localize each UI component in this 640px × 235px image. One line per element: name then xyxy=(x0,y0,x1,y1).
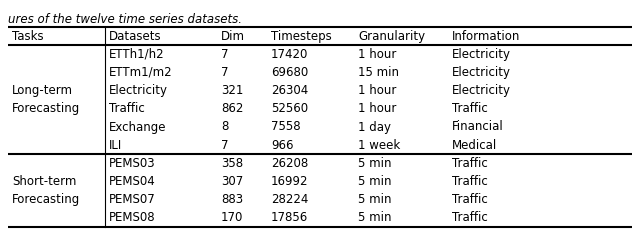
Text: 5 min: 5 min xyxy=(358,212,392,224)
Text: Traffic: Traffic xyxy=(109,102,145,115)
Text: PEMS07: PEMS07 xyxy=(109,193,156,206)
Text: Timesteps: Timesteps xyxy=(271,30,332,43)
Text: 321: 321 xyxy=(221,84,243,97)
Text: Dim: Dim xyxy=(221,30,245,43)
Text: Short-term
Forecasting: Short-term Forecasting xyxy=(12,175,80,206)
Text: 5 min: 5 min xyxy=(358,175,392,188)
Text: Information: Information xyxy=(452,30,520,43)
Text: 1 hour: 1 hour xyxy=(358,84,397,97)
Text: 966: 966 xyxy=(271,139,294,152)
Text: 307: 307 xyxy=(221,175,243,188)
Text: ETTh1/h2: ETTh1/h2 xyxy=(109,48,164,61)
Text: 52560: 52560 xyxy=(271,102,308,115)
Text: Traffic: Traffic xyxy=(452,193,488,206)
Text: 15 min: 15 min xyxy=(358,66,399,79)
Text: 1 hour: 1 hour xyxy=(358,48,397,61)
Text: Electricity: Electricity xyxy=(452,48,511,61)
Text: PEMS04: PEMS04 xyxy=(109,175,156,188)
Text: Exchange: Exchange xyxy=(109,121,166,133)
Text: PEMS08: PEMS08 xyxy=(109,212,156,224)
Text: 69680: 69680 xyxy=(271,66,308,79)
Text: Datasets: Datasets xyxy=(109,30,161,43)
Text: 26208: 26208 xyxy=(271,157,308,170)
Text: Traffic: Traffic xyxy=(452,175,488,188)
Text: Traffic: Traffic xyxy=(452,102,488,115)
Text: 7558: 7558 xyxy=(271,121,301,133)
Text: 7: 7 xyxy=(221,139,228,152)
Text: 170: 170 xyxy=(221,212,243,224)
Text: 7: 7 xyxy=(221,48,228,61)
Text: Electricity: Electricity xyxy=(109,84,168,97)
Text: 1 hour: 1 hour xyxy=(358,102,397,115)
Text: 7: 7 xyxy=(221,66,228,79)
Text: Traffic: Traffic xyxy=(452,157,488,170)
Text: ures of the twelve time series datasets.: ures of the twelve time series datasets. xyxy=(8,13,242,26)
Text: 862: 862 xyxy=(221,102,243,115)
Text: 883: 883 xyxy=(221,193,243,206)
Text: 28224: 28224 xyxy=(271,193,308,206)
Text: Traffic: Traffic xyxy=(452,212,488,224)
Text: 16992: 16992 xyxy=(271,175,308,188)
Text: 26304: 26304 xyxy=(271,84,308,97)
Text: Electricity: Electricity xyxy=(452,66,511,79)
Text: Long-term
Forecasting: Long-term Forecasting xyxy=(12,84,80,115)
Text: PEMS03: PEMS03 xyxy=(109,157,156,170)
Text: Electricity: Electricity xyxy=(452,84,511,97)
Text: ILI: ILI xyxy=(109,139,122,152)
Text: 5 min: 5 min xyxy=(358,157,392,170)
Text: Medical: Medical xyxy=(452,139,497,152)
Text: 8: 8 xyxy=(221,121,228,133)
Text: 358: 358 xyxy=(221,157,243,170)
Text: 1 day: 1 day xyxy=(358,121,391,133)
Text: Financial: Financial xyxy=(452,121,504,133)
Text: 1 week: 1 week xyxy=(358,139,401,152)
Text: 17856: 17856 xyxy=(271,212,308,224)
Text: 17420: 17420 xyxy=(271,48,308,61)
Text: Tasks: Tasks xyxy=(12,30,44,43)
Text: Granularity: Granularity xyxy=(358,30,426,43)
Text: 5 min: 5 min xyxy=(358,193,392,206)
Text: ETTm1/m2: ETTm1/m2 xyxy=(109,66,172,79)
